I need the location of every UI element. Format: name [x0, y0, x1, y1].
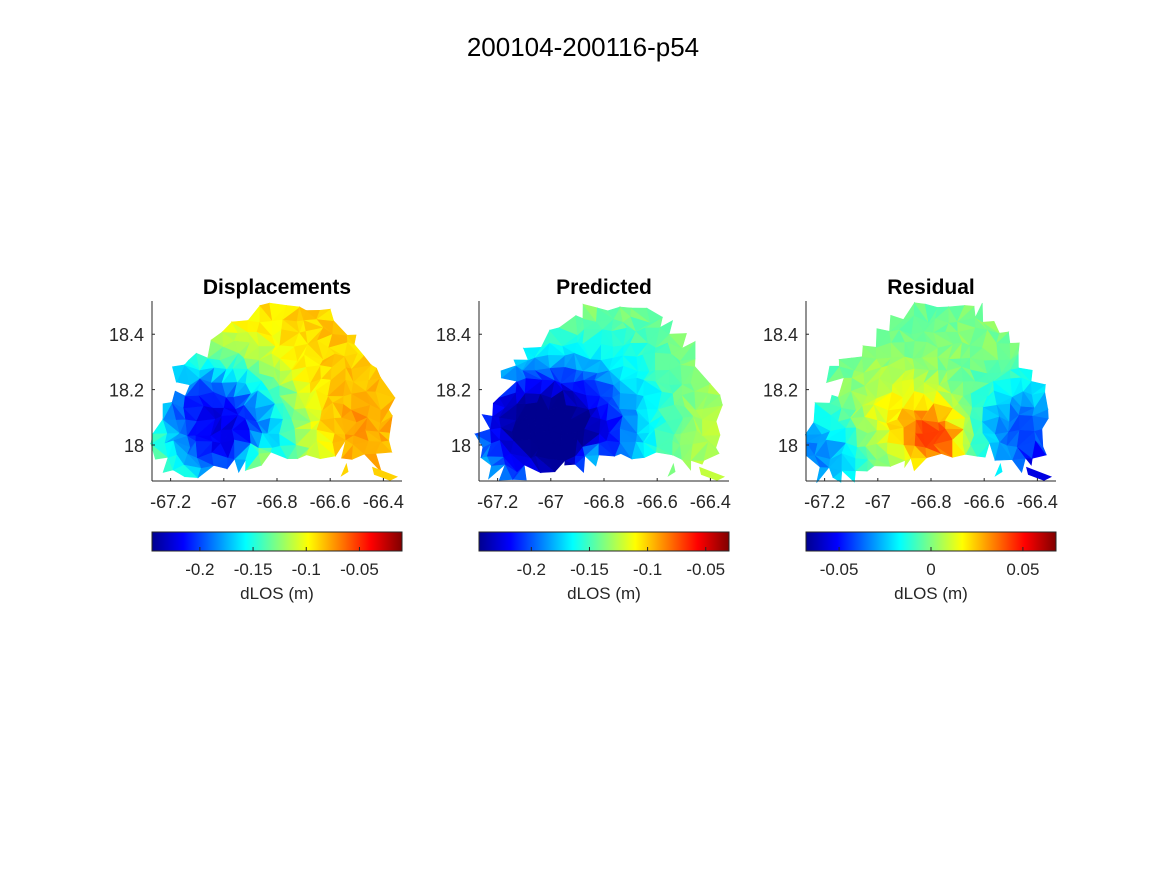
mesh-triangle	[332, 320, 348, 336]
colorbar-tick-label: -0.05	[340, 560, 379, 579]
mesh-patch	[994, 462, 1003, 477]
mesh-patch	[340, 462, 349, 477]
x-tick-label: -66.4	[1017, 492, 1058, 512]
x-tick-label: -67.2	[150, 492, 191, 512]
mesh-triangle	[826, 365, 840, 383]
colorbar-tick-label: -0.1	[292, 560, 321, 579]
x-tick-label: -66.4	[690, 492, 731, 512]
subplot-panels: Displacements -67.2 -67 -66.8 -66.6 -66.4 18 18…	[109, 276, 1058, 603]
mesh-triangle	[679, 341, 696, 362]
mesh-triangle	[195, 352, 209, 371]
mesh-triangle	[974, 302, 984, 323]
mesh-triangle	[875, 328, 891, 349]
figure-title: 200104-200116-p54	[467, 32, 699, 62]
mesh-triangle	[269, 302, 288, 322]
mesh-triangle	[607, 306, 621, 320]
y-tick-label: 18.2	[109, 381, 144, 401]
x-tick-label: -66.6	[964, 492, 1005, 512]
x-tick-label: -66.8	[583, 492, 624, 512]
colorbar-label: dLOS (m)	[567, 584, 641, 603]
subplot-predicted: Predicted -67.2 -67 -66.8 -66.6 -66.4 18 18.2 18…	[436, 276, 731, 603]
mesh-triangle	[375, 376, 396, 399]
x-tick-label: -67.2	[477, 492, 518, 512]
x-tick-label: -67	[865, 492, 891, 512]
mesh-triangle	[172, 364, 186, 383]
subplot-title: Displacements	[203, 276, 351, 299]
colorbar-tick-label: -0.2	[517, 560, 546, 579]
colorbar-tick-label: -0.1	[633, 560, 662, 579]
subplot-displacements: Displacements -67.2 -67 -66.8 -66.6 -66.4 18 18…	[109, 276, 404, 603]
y-tick-label: 18.4	[763, 325, 798, 345]
subplot-residual: Residual -67.2 -67 -66.8 -66.6 -66.4 18 18.2 18.…	[763, 276, 1058, 603]
colorbar-label: dLOS (m)	[240, 584, 314, 603]
mesh-triangle	[690, 365, 711, 385]
x-tick-label: -66.8	[910, 492, 951, 512]
colorbar-tick-label: 0.05	[1006, 560, 1039, 579]
x-tick-label: -66.4	[363, 492, 404, 512]
x-tick-label: -67	[538, 492, 564, 512]
subplot-title: Residual	[887, 276, 975, 299]
y-tick-label: 18.4	[109, 325, 144, 345]
colorbar	[151, 531, 403, 552]
mesh-triangle	[935, 306, 950, 319]
y-tick-label: 18.2	[436, 381, 471, 401]
dlos-surface	[474, 303, 726, 481]
colorbar-tick-label: -0.2	[185, 560, 214, 579]
dlos-surface	[804, 301, 1053, 483]
mesh-triangle	[829, 394, 839, 404]
subplot-title: Predicted	[556, 276, 652, 299]
mesh-patch	[667, 462, 676, 477]
y-tick-label: 18	[124, 436, 144, 456]
x-tick-label: -67	[211, 492, 237, 512]
dlos-surface	[149, 302, 399, 481]
mesh-triangle	[996, 331, 1010, 344]
mesh-triangle	[162, 402, 173, 420]
x-tick-label: -67.2	[804, 492, 845, 512]
mesh-triangle	[707, 383, 721, 396]
colorbar-label: dLOS (m)	[894, 584, 968, 603]
mesh-triangle	[346, 334, 357, 345]
mesh-triangle	[368, 364, 377, 381]
mesh-triangle	[575, 315, 584, 335]
mesh-triangle	[1009, 342, 1020, 361]
mesh-triangle	[171, 390, 186, 403]
y-tick-label: 18	[451, 436, 471, 456]
mesh-triangle	[851, 356, 863, 372]
y-tick-label: 18.4	[436, 325, 471, 345]
mesh-triangle	[353, 344, 364, 356]
mesh-triangle	[316, 308, 332, 320]
mesh-triangle	[513, 359, 529, 367]
mesh-triangle	[889, 314, 905, 332]
colorbar-tick-label: -0.15	[570, 560, 609, 579]
mesh-patch	[1026, 466, 1053, 481]
mesh-triangle	[924, 303, 938, 324]
mesh-triangle	[981, 320, 1001, 335]
colorbar-tick-label: 0	[926, 560, 935, 579]
mesh-triangle	[1030, 381, 1047, 395]
mesh-triangle	[282, 305, 301, 321]
mesh-triangle	[659, 320, 674, 335]
x-tick-label: -66.6	[310, 492, 351, 512]
mesh-triangle	[646, 307, 664, 323]
y-tick-label: 18.2	[763, 381, 798, 401]
y-tick-label: 18	[778, 436, 798, 456]
mesh-patch	[699, 466, 726, 481]
colorbar-tick-label: -0.05	[820, 560, 859, 579]
mesh-triangle	[500, 365, 517, 379]
x-tick-label: -66.8	[256, 492, 297, 512]
mesh-patch	[372, 466, 399, 481]
colorbar	[478, 531, 730, 552]
mesh-triangle	[1017, 367, 1033, 383]
mesh-triangle	[668, 333, 687, 349]
colorbar-tick-label: -0.15	[234, 560, 273, 579]
colorbar-tick-label: -0.05	[686, 560, 725, 579]
mesh-triangle	[957, 305, 975, 322]
x-tick-label: -66.6	[637, 492, 678, 512]
